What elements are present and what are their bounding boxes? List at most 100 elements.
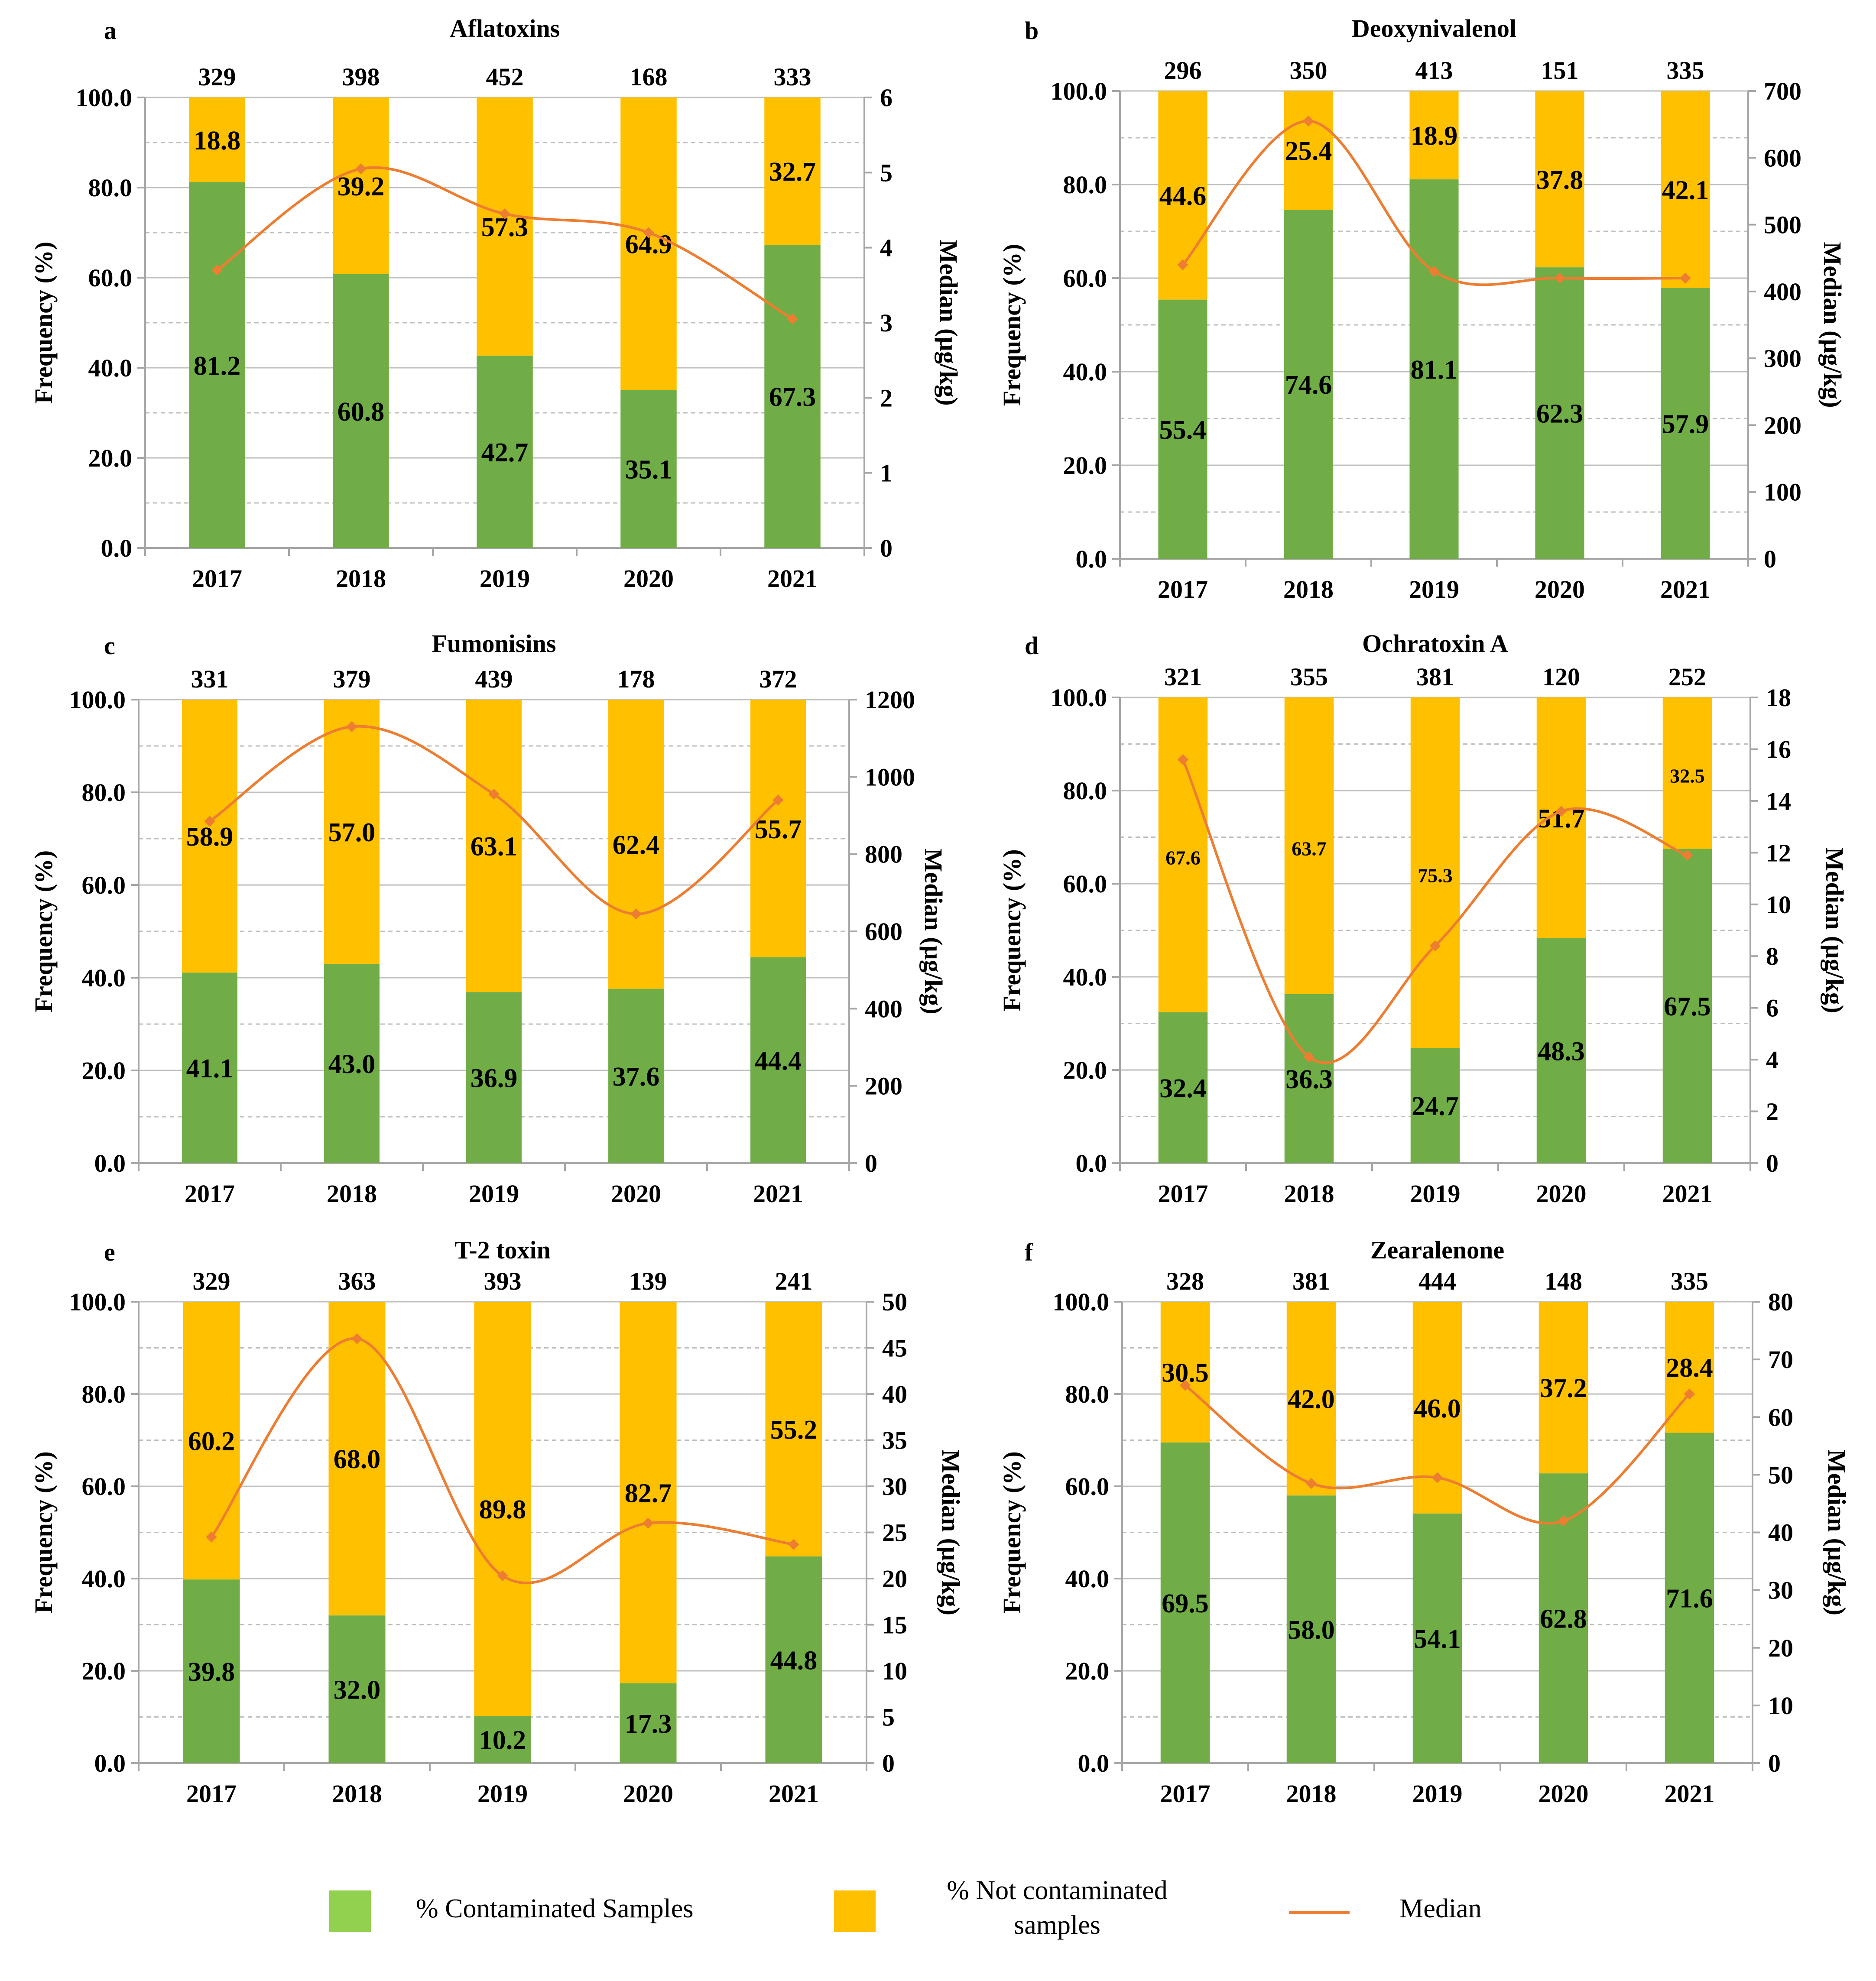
x-tick-label-2017: 2017 [1158,1180,1208,1208]
y2-tick-label: 10 [1766,891,1791,919]
sample-count-2017: 321 [1164,663,1202,691]
x-tick-label-2020: 2020 [623,1780,673,1808]
y-tick-label: 100.0 [1053,1288,1110,1316]
y-tick-label: 40.0 [82,1565,126,1593]
x-tick-label-2017: 2017 [1158,575,1208,603]
y2-tick-label: 30 [882,1472,907,1501]
legend-not-contaminated-label: % Not contaminated [947,1876,1168,1905]
y2-tick-label: 40 [1768,1519,1793,1547]
data-label-not-contaminated-2021: 28.4 [1666,1353,1713,1383]
x-tick-label-2021: 2021 [769,1780,819,1808]
sample-count-2020: 148 [1545,1267,1582,1295]
x-tick-label-2018: 2018 [327,1180,377,1208]
data-label-not-contaminated-2019: 75.3 [1418,865,1453,887]
x-tick-label-2021: 2021 [767,564,818,593]
x-tick-label-2021: 2021 [753,1180,803,1208]
y2-tick-label: 10 [1768,1692,1793,1720]
data-label-contaminated-2020: 37.6 [613,1062,660,1092]
y2-tick-label: 5 [880,159,893,187]
bar-not-contaminated-2017 [1158,697,1208,1012]
median-point-2017 [206,1531,217,1543]
sample-count-2019: 393 [484,1267,522,1295]
data-label-contaminated-2021: 71.6 [1666,1584,1713,1614]
bar-not-contaminated-2020 [620,1302,677,1683]
sample-count-2021: 335 [1667,56,1704,84]
bar-contaminated-2018 [1286,1495,1336,1763]
legend-not-contaminated-swatch [834,1890,876,1932]
bar-not-contaminated-2018 [328,1302,386,1616]
panel-letter: b [1025,16,1039,45]
y-axis-label: Frequency (%) [29,242,58,404]
sample-count-2021: 241 [775,1267,813,1295]
chart-title: Deoxynivalenol [1352,14,1516,42]
data-label-contaminated-2018: 60.8 [338,397,385,427]
panel-letter: f [1025,1238,1033,1266]
y2-tick-label: 30 [1768,1576,1793,1605]
data-label-contaminated-2018: 32.0 [334,1676,381,1705]
legend-contaminated-label: % Contaminated Samples [416,1894,694,1923]
bar-not-contaminated-2021 [1661,91,1710,288]
data-label-not-contaminated-2018: 39.2 [338,172,385,201]
y2-tick-label: 6 [880,84,893,112]
data-label-contaminated-2021: 44.4 [755,1046,802,1076]
data-label-not-contaminated-2020: 82.7 [625,1478,672,1508]
data-label-contaminated-2017: 55.4 [1159,415,1207,445]
sample-count-2019: 452 [486,63,524,91]
sample-count-2017: 329 [198,63,236,91]
data-label-not-contaminated-2018: 42.0 [1288,1385,1335,1414]
chart-panel-f: 0.0 20.0 40.0 60.0 80.0 100.0 0 10 20 30 40 50 60 70 8… [998,1236,1851,1808]
y-tick-label: 60.0 [1065,1472,1110,1501]
bar-contaminated-2021 [1662,849,1712,1163]
bar-contaminated-2019 [477,355,533,548]
y-tick-label: 60.0 [88,264,133,292]
y2-tick-label: 200 [1764,411,1801,439]
data-label-contaminated-2021: 67.3 [769,383,816,412]
bar-not-contaminated-2018 [1284,91,1333,210]
y2-axis-label: Median (µg/kg) [1821,847,1849,1013]
x-tick-label-2020: 2020 [1535,575,1585,603]
y2-tick-label: 0 [880,534,893,562]
y-tick-label: 0.0 [1076,1149,1107,1177]
y2-tick-label: 15 [882,1611,907,1639]
y-tick-label: 0.0 [1076,545,1107,573]
y-tick-label: 60.0 [1063,264,1107,292]
y-axis-label: Frequency (%) [29,850,58,1012]
sample-count-2017: 296 [1164,56,1202,84]
bar-contaminated-2018 [328,1615,386,1763]
y2-tick-label: 3 [880,309,893,337]
legend-not-contaminated-label-line2: samples [1014,1910,1100,1940]
data-label-contaminated-2020: 48.3 [1538,1037,1585,1066]
bar-contaminated-2019 [1409,179,1459,559]
panel-letter: d [1025,632,1039,660]
chart-panel-a: 0.0 20.0 40.0 60.0 80.0 100.0 0 1 2 3 4 5 6 2017 329 81… [29,14,963,593]
data-label-not-contaminated-2021: 32.7 [769,157,816,187]
data-label-not-contaminated-2019: 46.0 [1414,1394,1461,1423]
x-tick-label-2018: 2018 [1283,575,1334,603]
bar-contaminated-2019 [1412,1513,1462,1763]
x-tick-label-2019: 2019 [477,1780,528,1808]
data-label-not-contaminated-2021: 32.5 [1670,765,1705,787]
data-label-contaminated-2020: 17.3 [625,1709,672,1739]
bar-contaminated-2020 [1535,267,1584,559]
data-label-not-contaminated-2018: 57.0 [328,818,376,847]
y2-tick-label: 0 [865,1149,877,1177]
y-tick-label: 100.0 [1051,684,1107,712]
x-tick-label-2017: 2017 [186,1780,237,1808]
bar-not-contaminated-2019 [466,700,522,992]
bar-not-contaminated-2018 [333,97,389,274]
y2-tick-label: 20 [882,1565,907,1593]
y-tick-label: 20.0 [82,1657,126,1685]
median-point-2018 [355,163,367,175]
y-tick-label: 20.0 [1065,1657,1110,1685]
data-label-contaminated-2017: 32.4 [1159,1074,1207,1103]
y2-tick-label: 400 [865,995,902,1023]
bar-not-contaminated-2019 [1409,91,1459,180]
y2-tick-label: 4 [1766,1046,1779,1074]
data-label-contaminated-2018: 36.3 [1285,1065,1333,1094]
y2-tick-label: 0 [1768,1749,1781,1777]
bar-not-contaminated-2019 [477,97,533,356]
sample-count-2019: 444 [1418,1267,1456,1295]
x-tick-label-2021: 2021 [1660,575,1710,603]
bar-not-contaminated-2017 [189,97,245,182]
sample-count-2018: 355 [1290,663,1328,691]
